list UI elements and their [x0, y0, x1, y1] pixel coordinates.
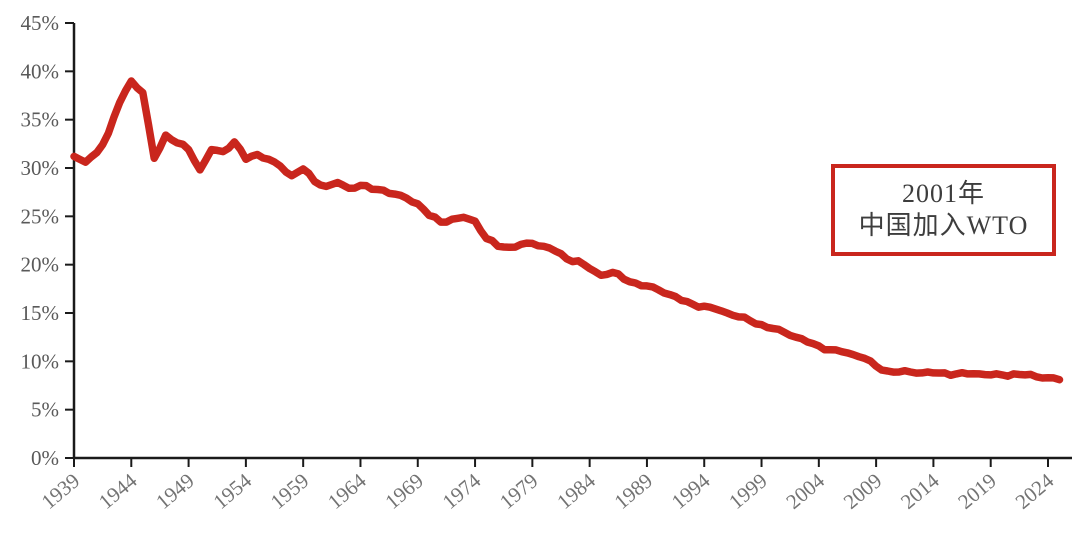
y-tick-label: 25% — [21, 204, 60, 228]
y-tick-label: 5% — [31, 398, 59, 422]
x-tick-label: 2024 — [1011, 468, 1059, 514]
y-tick-label: 40% — [21, 59, 60, 83]
y-tick-label: 0% — [31, 446, 59, 470]
y-tick-label: 30% — [21, 156, 60, 180]
x-tick-label: 1989 — [610, 468, 658, 513]
x-tick-label: 2014 — [896, 468, 944, 514]
x-tick-label: 1939 — [37, 468, 85, 513]
y-tick-label: 35% — [21, 108, 60, 132]
y-tick-label: 45% — [21, 11, 60, 35]
annotation-line-1: 2001年 — [901, 179, 985, 209]
x-tick-label: 1944 — [94, 468, 142, 514]
x-tick-label: 2019 — [953, 468, 1001, 513]
annotation-box: 2001年 中国加入WTO — [831, 164, 1056, 256]
y-tick-label: 20% — [21, 253, 60, 277]
x-tick-label: 2004 — [781, 468, 829, 514]
annotation-line-2: 中国加入WTO — [858, 211, 1029, 240]
x-tick-label: 1974 — [438, 468, 486, 514]
x-tick-label: 1984 — [552, 468, 600, 514]
x-tick-label: 1954 — [208, 468, 256, 514]
x-tick-label: 1994 — [667, 468, 715, 514]
x-tick-label: 1964 — [323, 468, 371, 514]
x-tick-label: 1979 — [495, 468, 543, 513]
x-tick-label: 1949 — [151, 468, 199, 513]
x-tick-label: 1959 — [266, 468, 314, 513]
x-tick-label: 1969 — [380, 468, 428, 513]
x-tick-label: 1999 — [724, 468, 772, 513]
data-series-line — [70, 77, 1064, 384]
x-tick-label: 2009 — [839, 468, 887, 513]
y-tick-label: 10% — [21, 349, 60, 373]
y-tick-label: 15% — [21, 301, 60, 325]
